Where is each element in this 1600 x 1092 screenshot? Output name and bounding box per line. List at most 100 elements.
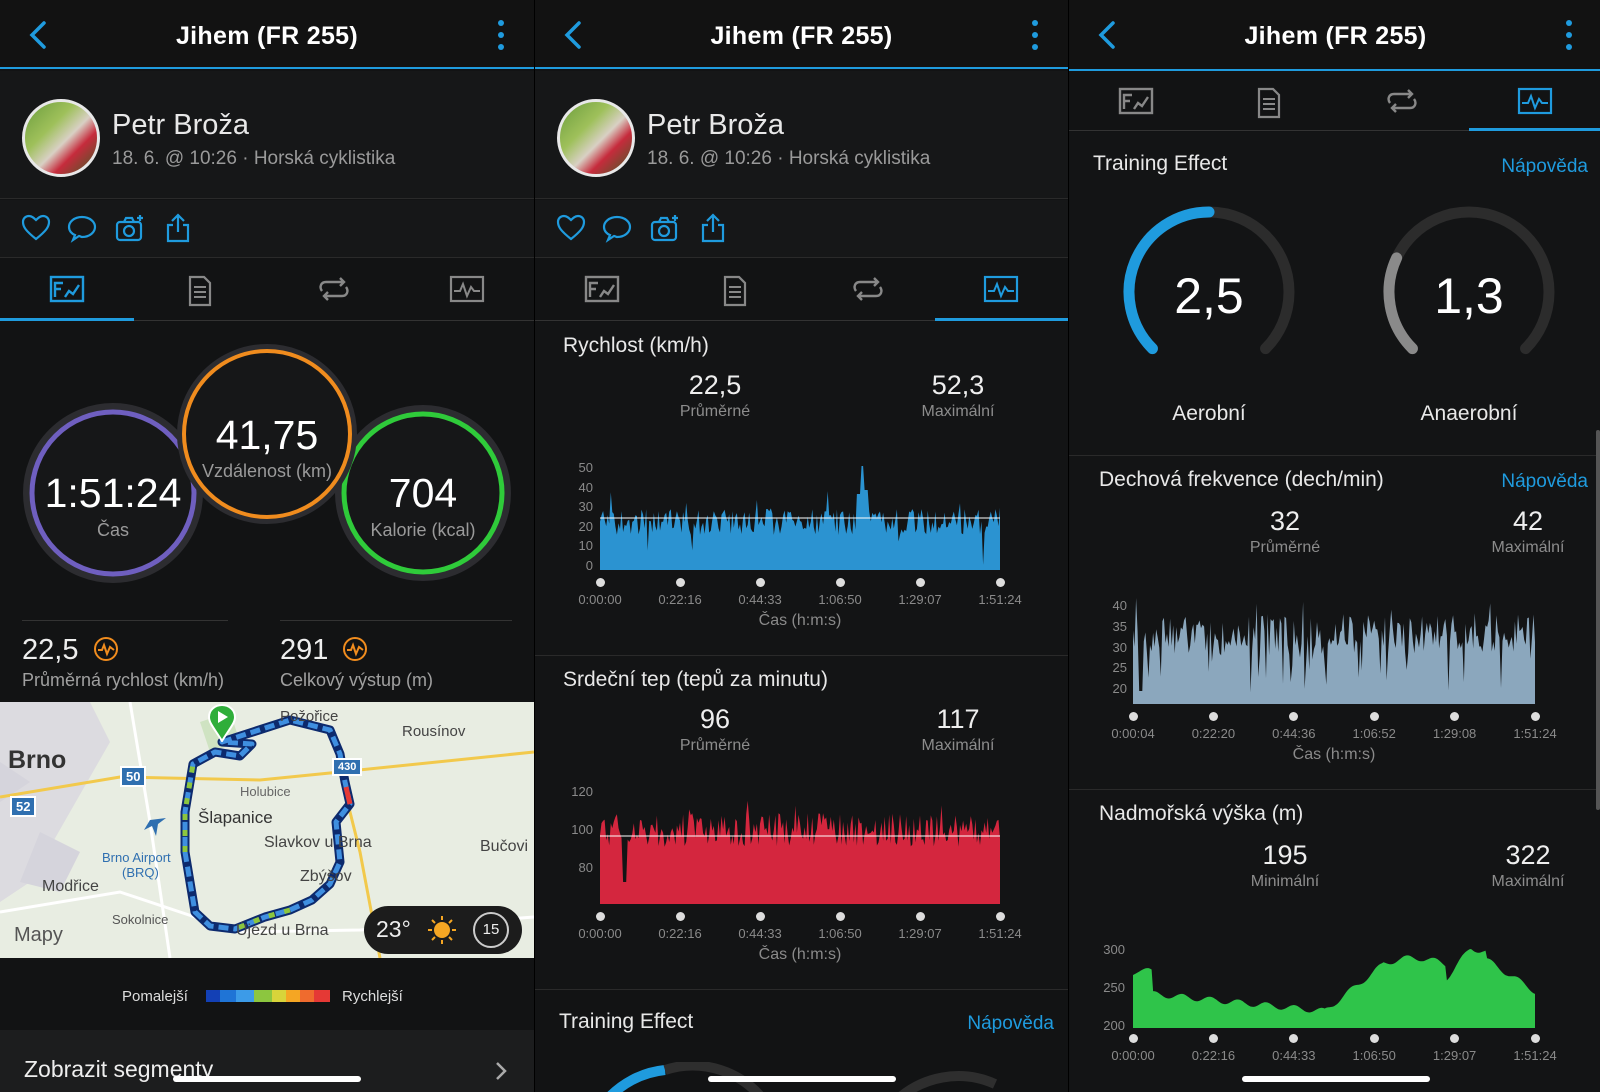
- user-name[interactable]: Petr Broža: [647, 109, 784, 141]
- tab-overview[interactable]: [535, 259, 668, 321]
- wind-value: 15: [482, 921, 500, 938]
- legend-faster: Rychlejší: [342, 988, 403, 1005]
- aerobic-value: 2,5: [1174, 268, 1244, 324]
- road-badge: 52: [10, 796, 37, 817]
- avg-speed-value: 22,5: [22, 634, 119, 667]
- x-tick-label: 1:51:24: [1513, 726, 1557, 741]
- scrollbar[interactable]: [1596, 430, 1600, 810]
- avg-speed-label: Průměrná rychlost (km/h): [22, 670, 225, 690]
- x-axis-title: Čas (h:m:s): [758, 612, 842, 629]
- map-label: Brno: [8, 746, 67, 774]
- avatar[interactable]: [22, 99, 100, 177]
- comment-icon[interactable]: [601, 212, 633, 244]
- map-attribution: Mapy: [14, 924, 63, 946]
- help-link[interactable]: Nápověda: [1501, 156, 1588, 177]
- comment-icon[interactable]: [66, 212, 98, 244]
- map-label: Požořice: [280, 708, 339, 725]
- charts-icon: [984, 275, 1019, 303]
- back-icon[interactable]: [24, 20, 54, 50]
- chart-title: Rychlost (km/h): [563, 334, 709, 357]
- x-tick-label: 1:51:24: [978, 926, 1022, 941]
- x-tick-dot: [1450, 1034, 1460, 1043]
- y-axis-label: 300: [1103, 942, 1125, 957]
- x-tick-label: 1:29:08: [1432, 726, 1477, 741]
- anaerobic-value: 1,3: [1434, 268, 1504, 324]
- area-series: [600, 466, 1000, 570]
- min-stat: 195 Minimální: [1250, 840, 1320, 890]
- x-tick-label: 0:22:16: [1191, 1048, 1236, 1063]
- weather-badge[interactable]: 23° 15: [364, 906, 522, 954]
- area-series: [1133, 598, 1535, 704]
- tab-bar: [535, 259, 1068, 321]
- home-indicator[interactable]: [1241, 1076, 1430, 1082]
- chevron-right-icon: [496, 1062, 507, 1080]
- map-label: Holubice: [240, 784, 291, 799]
- screen-summary: Jihem (FR 255) Petr Broža 18. 6. @ 10:26…: [0, 0, 534, 1092]
- profile-block: Petr Broža 18. 6. @ 10:26 · Horská cykli…: [535, 71, 1068, 199]
- x-tick-label: 0:44:33: [738, 592, 782, 607]
- more-menu-icon[interactable]: [1030, 20, 1040, 52]
- action-bar: [535, 200, 1068, 258]
- help-link[interactable]: Nápověda: [1501, 471, 1588, 492]
- breathing-chart-card[interactable]: Dechová frekvence (dech/min) Nápověda 32…: [1069, 456, 1600, 790]
- details-icon: [189, 275, 212, 307]
- laps-icon: [319, 277, 349, 301]
- speed-chart-card[interactable]: Rychlost (km/h) 22,5 Průměrné 52,3 Maximál…: [535, 322, 1068, 656]
- y-axis-label: 80: [578, 860, 593, 875]
- profile-block: Petr Broža 18. 6. @ 10:26 · Horská cykli…: [0, 71, 534, 199]
- help-link[interactable]: Nápověda: [967, 1013, 1054, 1034]
- home-indicator[interactable]: [707, 1076, 896, 1082]
- elevation-area-chart: [1133, 949, 1535, 1028]
- tab-laps[interactable]: [802, 259, 935, 321]
- calories-value: 704: [388, 470, 458, 516]
- tab-charts[interactable]: [401, 259, 535, 321]
- app-header: Jihem (FR 255): [535, 0, 1068, 69]
- elevation-chart-card[interactable]: Nadmořská výška (m) 195 Minimální 322 Maxi…: [1069, 790, 1600, 1092]
- overview-icon: [1118, 87, 1153, 115]
- home-indicator[interactable]: [173, 1076, 361, 1082]
- tab-details[interactable]: [668, 259, 801, 321]
- tab-charts[interactable]: [1468, 71, 1600, 131]
- back-icon[interactable]: [559, 20, 589, 50]
- x-tick-label: 1:51:24: [1513, 1048, 1557, 1063]
- tab-overview[interactable]: [1069, 71, 1202, 131]
- x-tick-label: 0:22:20: [1191, 726, 1236, 741]
- more-menu-icon[interactable]: [496, 20, 506, 52]
- like-icon[interactable]: [20, 212, 52, 244]
- activity-pulse-icon: [93, 637, 118, 661]
- time-label: Čas: [96, 520, 129, 540]
- road-badge: 430: [332, 758, 363, 776]
- temperature: 23°: [376, 916, 411, 942]
- map-label: Slavkov u Brna: [264, 834, 372, 851]
- distance-label: Vzdálenost (km): [201, 461, 333, 481]
- training-effect-card[interactable]: Training Effect Nápověda 2,5 Aerobní 1,3…: [1069, 132, 1600, 456]
- activity-pulse-icon: [343, 637, 368, 661]
- add-photo-icon[interactable]: [649, 212, 681, 244]
- tab-laps[interactable]: [267, 259, 401, 321]
- like-icon[interactable]: [555, 212, 587, 244]
- tab-details[interactable]: [1202, 71, 1335, 131]
- x-tick-dot: [595, 578, 605, 587]
- more-menu-icon[interactable]: [1564, 20, 1574, 52]
- tab-overview[interactable]: [0, 259, 134, 321]
- tab-laps[interactable]: [1336, 71, 1469, 131]
- x-axis-title: Čas (h:m:s): [758, 946, 842, 963]
- share-icon[interactable]: [162, 212, 194, 244]
- tab-details[interactable]: [134, 259, 268, 321]
- show-segments-row[interactable]: Zobrazit segmenty: [0, 1030, 534, 1092]
- share-icon[interactable]: [697, 212, 729, 244]
- x-tick-dot: [835, 578, 845, 587]
- breathing-area-chart: [1133, 598, 1535, 704]
- x-tick-dot: [1369, 712, 1379, 721]
- route-map[interactable]: Brno Požořice Rousínov Holubice Šlapanic…: [0, 702, 534, 958]
- avatar[interactable]: [557, 99, 635, 177]
- x-tick-dot: [995, 578, 1005, 587]
- x-tick-dot: [1289, 1034, 1299, 1043]
- add-photo-icon[interactable]: [114, 212, 146, 244]
- tab-charts[interactable]: [934, 259, 1068, 321]
- laps-icon: [853, 277, 883, 301]
- user-name[interactable]: Petr Broža: [112, 109, 249, 141]
- area-series: [600, 800, 1000, 904]
- heart-chart-card[interactable]: Srdeční tep (tepů za minutu) 96 Průměrné …: [535, 656, 1068, 990]
- back-icon[interactable]: [1093, 20, 1123, 50]
